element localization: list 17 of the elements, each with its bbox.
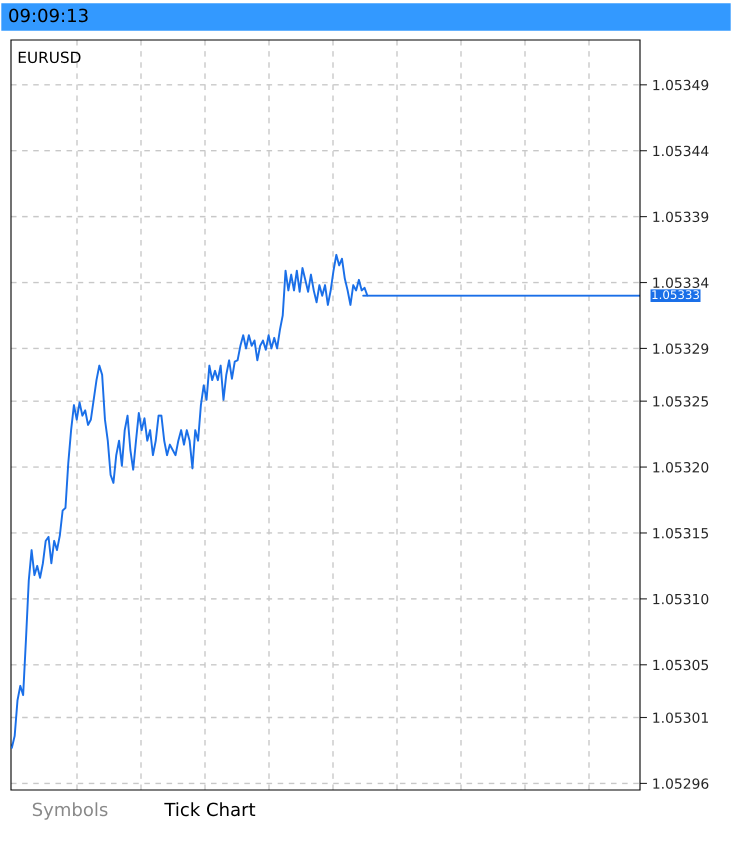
text: Symbols [32,802,108,820]
y-tick-label: 1.05301 [653,712,708,723]
y-tick-label: 1.05334 [653,278,708,288]
text: Tick Chart [164,802,256,816]
y-tick-label: 1.05296 [653,778,708,789]
chart-title: 09:09:13 [9,8,88,22]
y-tick-label: 1.05305 [653,660,708,670]
y-tick-label: 1.05329 [653,343,708,354]
y-tick-label: 1.05344 [653,146,708,156]
y-tick-label: 1.05315 [653,528,708,538]
y-tick-label: 1.05349 [653,80,708,90]
y-tick-label: 1.05310 [653,594,708,604]
y-tick-label: 1.05320 [653,462,708,473]
ref-line-label: 1.05333 [652,290,699,300]
y-tick-label: 1.05339 [653,212,708,222]
annotation: EURUSD [18,52,80,64]
y-tick-label: 1.05325 [653,396,708,407]
